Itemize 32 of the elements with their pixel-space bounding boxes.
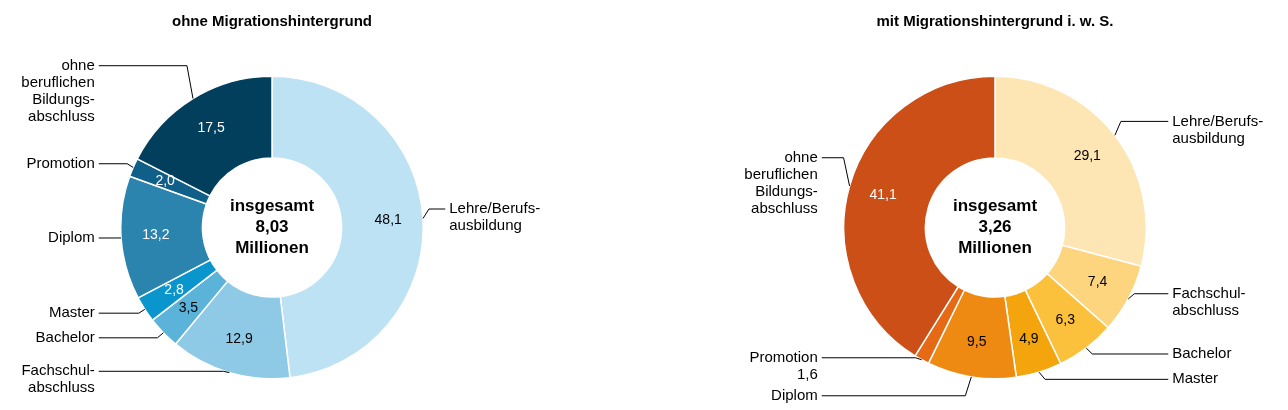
slice-label: ohne beruflichen Bildungs- abschluss [744,147,818,216]
data-label: 41,1 [869,186,897,203]
slice-label: Lehre/Berufs- ausbildung [1172,111,1264,146]
slice-label: Fachschul- abschluss [1172,283,1246,318]
slice-label: Lehre/Berufs- ausbildung [449,199,541,234]
data-label: 9,5 [967,333,987,350]
slice-label: Promotion [749,347,818,365]
data-label: 1,6 [796,364,818,382]
data-label: 7,4 [1087,273,1108,290]
data-label: 2,0 [155,172,176,189]
chart-title: mit Migrationshintergrund i. w. S. [876,12,1114,30]
slice-label: Diplom [771,385,818,403]
slice-label: Fachschul- abschluss [21,361,95,396]
data-label: 13,2 [142,226,170,243]
data-label: 17,5 [197,119,226,136]
slice-label: Bachelor [1172,344,1232,362]
data-label: 2,8 [164,281,185,298]
data-label: 12,9 [225,330,254,347]
slice-label: ohne beruflichen Bildungs- abschluss [21,55,95,124]
data-label: 48,1 [374,211,403,228]
slice-label: Promotion [26,153,95,171]
text: insgesamt 3,26 Millionen [952,196,1038,258]
text: insgesamt 8,03 Millionen [229,196,315,258]
data-label: 6,3 [1055,311,1076,328]
data-label: 4,9 [1019,329,1039,346]
slice-label: Master [1172,369,1219,387]
slice-label: Bachelor [35,327,95,345]
chart-title: ohne Migrationshintergrund [172,12,372,30]
slice-label: Master [48,303,95,321]
data-label: 3,5 [178,299,199,316]
slice-label: Diplom [48,228,95,246]
data-label: 29,1 [1073,147,1102,164]
